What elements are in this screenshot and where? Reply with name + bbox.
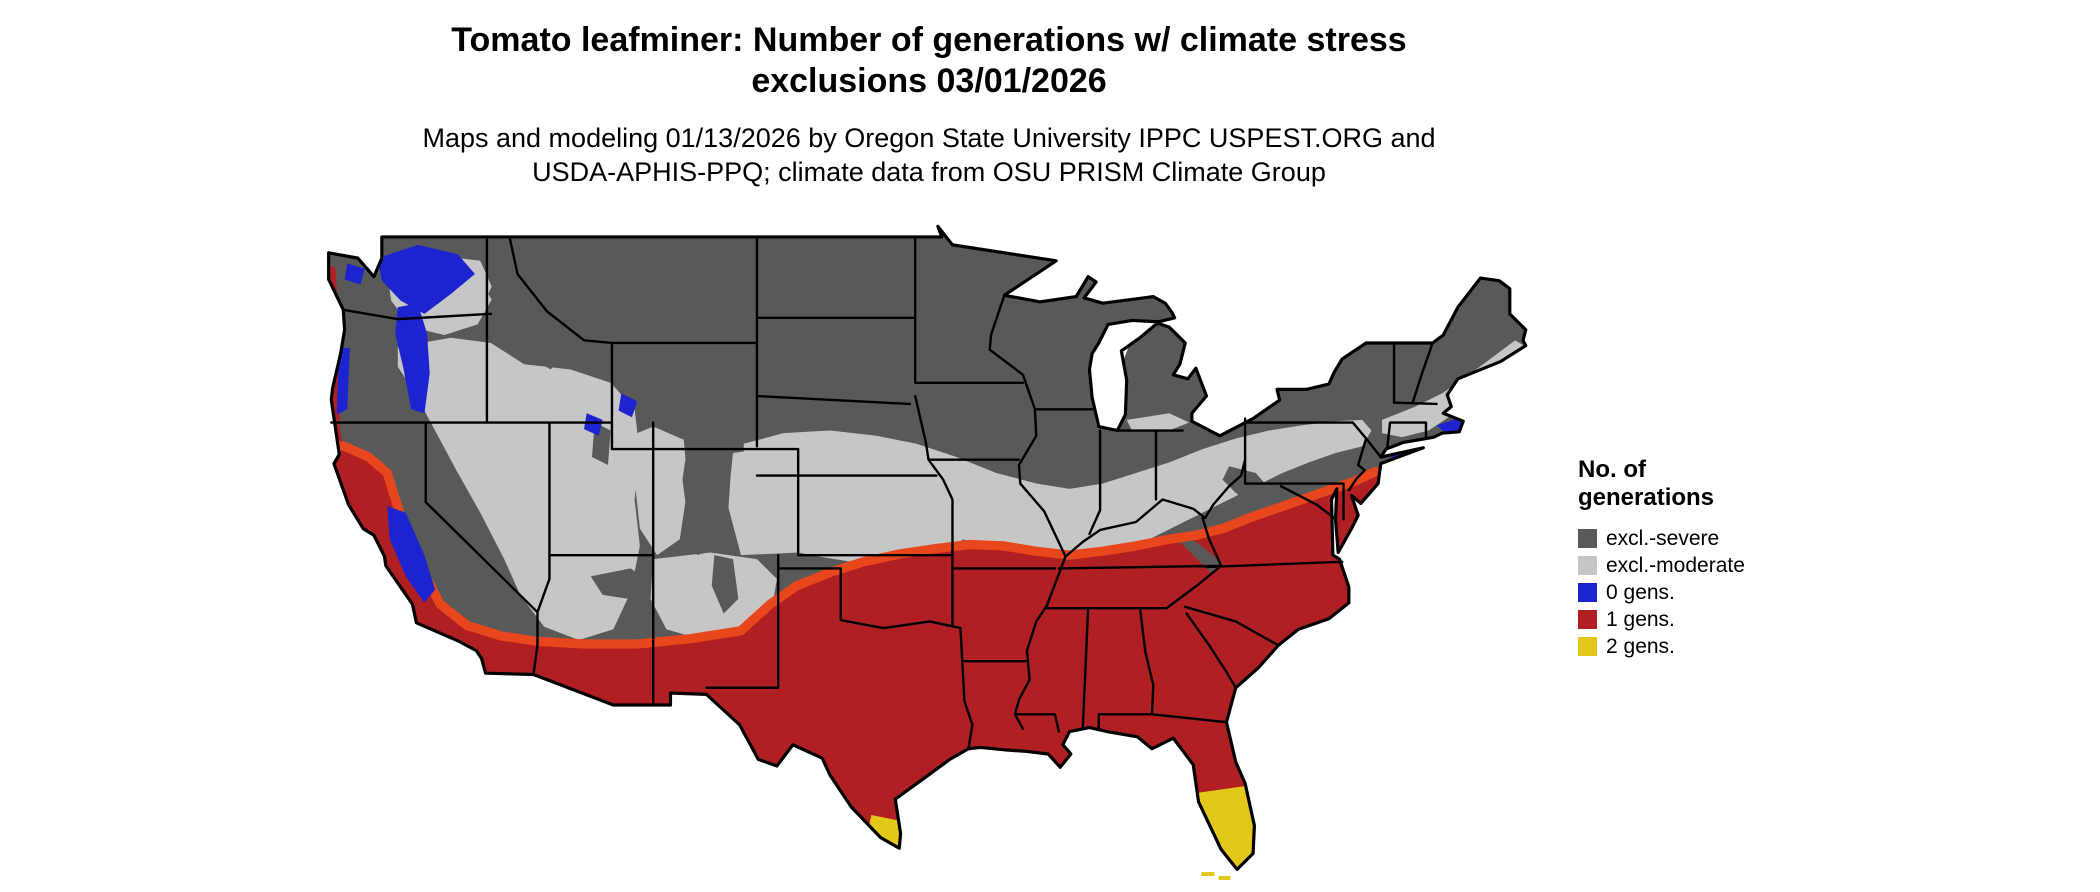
legend-label: 0 gens. — [1606, 580, 1675, 604]
map-title-line1: Tomato leafminer: Number of generations … — [451, 21, 1407, 59]
map-subtitle-line1: Maps and modeling 01/13/2026 by Oregon S… — [422, 123, 1436, 153]
us-generations-map — [318, 221, 1555, 884]
legend-item-2-gens: 2 gens. — [1578, 633, 1838, 660]
legend-label: 1 gens. — [1606, 607, 1675, 631]
two-generation-region-layer — [868, 785, 1256, 870]
appalachian-severe-patch — [1179, 536, 1223, 574]
severe-mountain-patches — [488, 274, 1274, 614]
legend-title-line1: No. of — [1578, 456, 1646, 483]
legend-swatch-excl-severe — [1578, 528, 1597, 548]
legend-swatch-2-gens — [1578, 636, 1597, 656]
legend-title-line2: generations — [1578, 484, 1715, 512]
florida-keys — [1201, 872, 1231, 881]
legend-item-excl-severe: excl.-severe — [1578, 525, 1838, 552]
map-title: Tomato leafminer: Number of generations … — [0, 20, 1858, 103]
legend-items: excl.-severe excl.-moderate 0 gens. 1 ge… — [1578, 525, 1838, 660]
legend-swatch-1-gens — [1578, 609, 1597, 629]
legend-item-1-gens: 1 gens. — [1578, 606, 1838, 633]
legend-item-0-gens: 0 gens. — [1578, 579, 1838, 606]
map-subtitle-line2: USDA-APHIS-PPQ; climate data from OSU PR… — [532, 156, 1326, 187]
legend-label: excl.-severe — [1606, 526, 1720, 550]
map-subtitle: Maps and modeling 01/13/2026 by Oregon S… — [0, 122, 1858, 190]
legend: No. of generations excl.-severe excl.-mo… — [1578, 456, 1838, 660]
us-map-svg — [327, 224, 1528, 881]
legend-swatch-excl-moderate — [1578, 555, 1597, 575]
legend-label: 2 gens. — [1606, 634, 1675, 658]
zero-generation-region-layer — [336, 244, 1470, 603]
legend-label: excl.-moderate — [1606, 553, 1745, 577]
legend-title: No. of generations — [1578, 456, 1838, 513]
lake-michigan — [1090, 323, 1154, 428]
map-title-line2: exclusions 03/01/2026 — [751, 62, 1107, 101]
us-outline — [327, 224, 1528, 872]
legend-swatch-0-gens — [1578, 582, 1597, 602]
legend-item-excl-moderate: excl.-moderate — [1578, 552, 1838, 579]
state-borders — [330, 235, 1438, 750]
